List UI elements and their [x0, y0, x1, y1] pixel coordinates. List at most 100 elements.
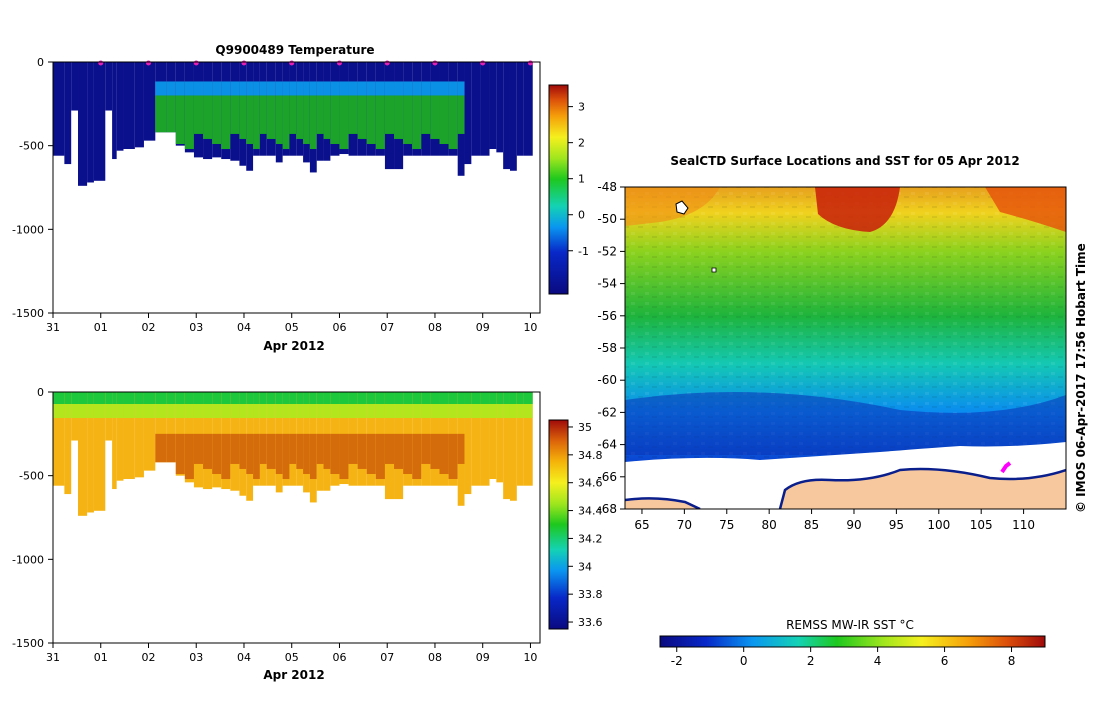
salinity-profile — [116, 392, 124, 481]
salinity-subsurface-layer — [184, 404, 194, 418]
salinity-profile — [489, 392, 497, 480]
x-tick-label: 09 — [476, 651, 490, 664]
salinity-subsurface-layer — [323, 404, 331, 418]
surface-marker — [527, 60, 533, 66]
salinity-surface-layer — [503, 392, 510, 404]
salinity-subsurface-layer — [93, 404, 106, 418]
salinity-surface-layer — [64, 392, 72, 404]
surface-marker — [480, 60, 486, 66]
x-tick-label: 31 — [46, 321, 60, 334]
temperature-transition-layer — [303, 81, 310, 96]
map-x-tick-label: 85 — [804, 518, 819, 532]
sst-warm-northeast — [985, 187, 1066, 232]
salinity-surface-layer — [78, 392, 88, 404]
salinity-profile — [480, 392, 490, 486]
colorbar-tick-label: 33.8 — [578, 588, 603, 601]
salinity-subsurface-layer — [275, 404, 283, 418]
salinity-surface-layer — [203, 392, 213, 404]
antarctic-land-west — [625, 498, 700, 509]
salinity-deep-layer — [175, 433, 185, 474]
map-y-tick-label: -68 — [597, 502, 617, 516]
salinity-surface-layer — [357, 392, 367, 404]
x-tick-label: 07 — [380, 651, 394, 664]
temperature-transition-layer — [289, 81, 297, 96]
salinity-deep-layer — [289, 433, 297, 464]
y-tick-label: -1500 — [12, 637, 44, 650]
surface-marker — [241, 60, 247, 66]
temperature-profile — [112, 62, 117, 160]
salinity-subsurface-layer — [480, 404, 490, 418]
surface-marker — [289, 60, 295, 66]
salinity-deep-layer — [309, 433, 317, 480]
temperature-warm-layer — [175, 95, 185, 144]
salinity-profile — [143, 392, 156, 471]
temperature-transition-layer — [296, 81, 304, 96]
salinity-surface-layer — [448, 392, 458, 404]
temperature-colorbar — [548, 84, 569, 295]
temperature-transition-layer — [230, 81, 240, 96]
salinity-deep-layer — [259, 433, 267, 464]
salinity-surface-layer — [53, 392, 65, 404]
temperature-title: Q9900489 Temperature — [215, 43, 374, 57]
salinity-subsurface-layer — [123, 404, 135, 418]
salinity-surface-layer — [175, 392, 185, 404]
salinity-subsurface-layer — [316, 404, 324, 418]
salinity-subsurface-layer — [253, 404, 260, 418]
surface-marker — [193, 60, 199, 66]
map-y-tick-label: -56 — [597, 309, 617, 323]
salinity-surface-layer — [105, 392, 113, 404]
salinity-surface-layer — [303, 392, 310, 404]
temperature-warm-layer — [246, 95, 254, 144]
salinity-profile — [503, 392, 510, 500]
salinity-surface-layer — [155, 392, 167, 404]
salinity-subsurface-layer — [116, 404, 124, 418]
sst-cold-band — [625, 392, 1066, 455]
temperature-xlabel: Apr 2012 — [263, 339, 324, 353]
temperature-transition-layer — [193, 81, 204, 96]
salinity-surface-layer — [296, 392, 304, 404]
salinity-surface-layer — [221, 392, 231, 404]
temperature-transition-layer — [175, 81, 185, 96]
x-tick-label: 02 — [141, 321, 155, 334]
map-x-tick-label: 75 — [719, 518, 734, 532]
temperature-transition-layer — [366, 81, 376, 96]
x-tick-label: 01 — [94, 321, 108, 334]
temperature-profile — [71, 62, 79, 111]
salinity-subsurface-layer — [464, 404, 472, 418]
salinity-surface-layer — [184, 392, 194, 404]
colorbar-tick-label: 1 — [578, 173, 585, 186]
salinity-surface-layer — [348, 392, 358, 404]
temperature-profile — [509, 62, 517, 171]
y-tick-label: -500 — [19, 470, 44, 483]
x-tick-label: 10 — [523, 321, 537, 334]
salinity-subsurface-layer — [239, 404, 247, 418]
salinity-profile — [123, 392, 135, 480]
salinity-profile — [78, 392, 88, 516]
x-tick-label: 04 — [237, 651, 251, 664]
map-y-tick-label: -58 — [597, 341, 617, 355]
salinity-surface-layer — [394, 392, 404, 404]
salinity-subsurface-layer — [348, 404, 358, 418]
salinity-surface-layer — [323, 392, 331, 404]
salinity-surface-layer — [282, 392, 290, 404]
temperature-warm-layer — [421, 95, 431, 134]
temperature-warm-layer — [384, 95, 395, 134]
salinity-deep-layer — [339, 433, 349, 480]
sst-colorbar-tick-label: 0 — [740, 654, 748, 668]
salinity-subsurface-layer — [439, 404, 449, 418]
temperature-warm-layer — [239, 95, 247, 139]
temperature-transition-layer — [212, 81, 222, 96]
salinity-subsurface-layer — [403, 404, 413, 418]
x-tick-label: 01 — [94, 651, 108, 664]
salinity-xlabel: Apr 2012 — [263, 668, 324, 682]
y-tick-label: -500 — [19, 140, 44, 153]
salinity-surface-layer — [123, 392, 135, 404]
sst-colorbar-label: REMSS MW-IR SST °C — [786, 618, 914, 632]
x-tick-label: 05 — [285, 321, 299, 334]
salinity-surface-layer — [134, 392, 144, 404]
salinity-surface-layer — [412, 392, 422, 404]
salinity-deep-layer — [330, 433, 340, 474]
